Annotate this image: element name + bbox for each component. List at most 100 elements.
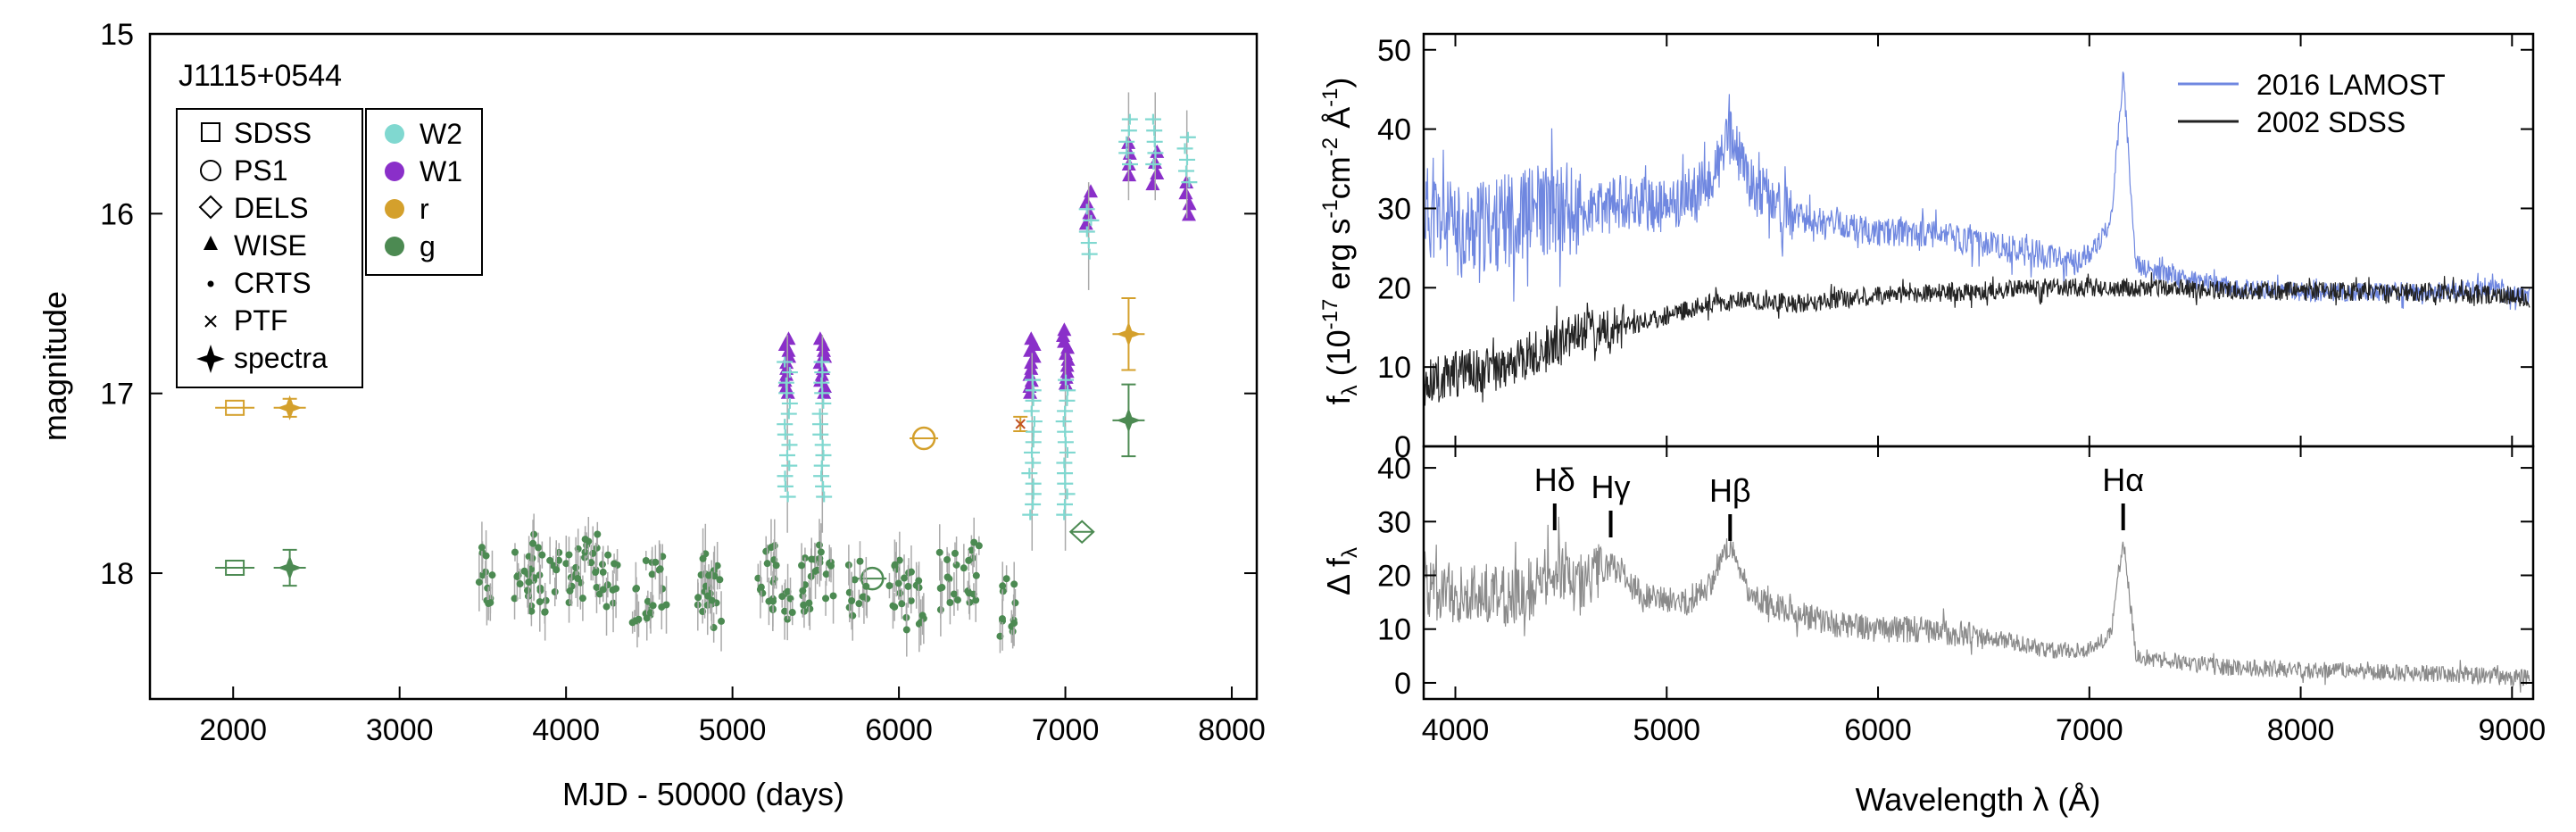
data-point-crts bbox=[759, 589, 767, 597]
data-point-crts bbox=[485, 600, 493, 608]
data-point-crts bbox=[652, 558, 660, 566]
data-point-wise-w2 bbox=[1057, 426, 1074, 437]
legend-star-marker bbox=[196, 345, 225, 373]
data-point-cross bbox=[1015, 419, 1026, 429]
data-point-wise-w2 bbox=[777, 356, 794, 368]
data-point-wise-w2 bbox=[1147, 147, 1164, 159]
emission-line-label: Hβ bbox=[1709, 472, 1751, 509]
spectrum-ticks: 4000 5000 6000 7000 8000 9000 0 10 20 30 40 50 0 10 20… bbox=[1377, 34, 2546, 747]
data-point-crts bbox=[648, 570, 656, 578]
y-tick-label: 30 bbox=[1377, 192, 1411, 226]
data-point-crts bbox=[587, 559, 595, 567]
data-point-crts bbox=[538, 551, 546, 559]
x-tick-label: 8000 bbox=[2267, 713, 2335, 747]
data-point-crts bbox=[475, 578, 483, 587]
data-point-wise-w2 bbox=[1059, 446, 1076, 458]
data-point-crts bbox=[566, 587, 574, 595]
data-point-wise-w2 bbox=[1025, 395, 1042, 406]
data-point-crts bbox=[642, 557, 650, 565]
data-point-crts bbox=[822, 570, 830, 578]
x-tick-label: 5000 bbox=[1633, 713, 1700, 747]
data-point-wise-w2 bbox=[1026, 416, 1043, 428]
x-tick-label: 7000 bbox=[2056, 713, 2123, 747]
y-tick-label: 16 bbox=[100, 197, 134, 231]
data-point-crts bbox=[950, 590, 958, 598]
data-point-crts bbox=[972, 571, 980, 579]
data-point-crts bbox=[806, 605, 814, 613]
spectrum-x-axis-label: Wavelength λ (Å) bbox=[1856, 781, 2101, 818]
data-point-crts bbox=[708, 596, 716, 604]
legend-entry-dels: DELS bbox=[234, 192, 309, 224]
legend-entry-lamost: 2016 LAMOST bbox=[2256, 69, 2446, 101]
data-point-crts bbox=[896, 589, 904, 597]
legend-instruments: SDSS PS1 DELS WISE CRTS PTF spectra bbox=[176, 108, 363, 388]
legend-dot-marker bbox=[207, 280, 214, 287]
data-point-crts bbox=[938, 584, 946, 592]
data-point-wise-w2 bbox=[1056, 509, 1073, 520]
data-point-crts bbox=[643, 614, 651, 622]
data-point-crts bbox=[885, 582, 893, 590]
data-point-wise-w2 bbox=[1024, 374, 1041, 386]
data-point-crts bbox=[829, 592, 837, 600]
x-tick-label: 4000 bbox=[532, 713, 600, 747]
data-point-wise-w2 bbox=[1057, 468, 1074, 479]
data-point-crts bbox=[844, 561, 852, 569]
data-point-crts bbox=[781, 607, 789, 615]
light-curve-frame bbox=[148, 32, 1259, 701]
data-point-wise-w2 bbox=[1146, 136, 1163, 147]
spectrum-line-1 bbox=[1423, 272, 2530, 406]
data-point-spectrum bbox=[277, 395, 303, 420]
data-point-crts bbox=[541, 608, 549, 616]
x-tick-label: 9000 bbox=[2479, 713, 2547, 747]
data-point-crts bbox=[952, 561, 960, 569]
data-point-crts bbox=[904, 582, 912, 590]
data-point-crts bbox=[511, 548, 519, 556]
data-point-wise-w2 bbox=[780, 408, 797, 420]
data-point-wise-w1 bbox=[1150, 144, 1165, 158]
data-point-wise-w1 bbox=[1079, 195, 1094, 209]
legend-entry-ptf: PTF bbox=[234, 304, 287, 337]
data-point-wise-w2 bbox=[815, 397, 832, 409]
data-point-crts bbox=[799, 587, 807, 595]
spectrum-line-2 bbox=[1423, 516, 2530, 693]
data-point-crts bbox=[800, 607, 808, 615]
data-point-crts bbox=[511, 595, 519, 603]
data-point-wise-w2 bbox=[1058, 374, 1075, 386]
emission-line-label: Hδ bbox=[1534, 462, 1575, 498]
data-point-crts bbox=[656, 565, 664, 573]
legend-bands: W2 W1 r g bbox=[365, 108, 483, 276]
y-tick-label: 40 bbox=[1377, 452, 1411, 486]
data-point-wise-w2 bbox=[1025, 478, 1042, 489]
data-point-wise-w2 bbox=[777, 419, 794, 430]
data-point-crts bbox=[524, 570, 532, 578]
spectrum-panel: 4000 5000 6000 7000 8000 9000 0 10 20 30 40 50 0 10 20… bbox=[1318, 32, 2546, 818]
data-point-crts bbox=[943, 555, 951, 563]
data-point-crts bbox=[598, 561, 606, 569]
data-point-wise-w1 bbox=[1059, 364, 1075, 379]
legend-w2-swatch bbox=[385, 124, 404, 144]
data-point-wise-w1 bbox=[817, 379, 832, 393]
data-point-crts bbox=[998, 615, 1006, 623]
data-point-wise-w2 bbox=[1025, 498, 1042, 510]
legend-entry-w1: W1 bbox=[420, 155, 462, 187]
data-point-wise-w2 bbox=[1025, 437, 1042, 448]
data-point-wise-w2 bbox=[814, 367, 831, 379]
data-point-crts bbox=[530, 530, 538, 538]
data-point-crts bbox=[1010, 619, 1018, 627]
data-point-crts bbox=[784, 587, 792, 595]
data-point-crts bbox=[662, 601, 670, 609]
data-point-wise-w2 bbox=[1121, 158, 1138, 170]
data-point-wise-w2 bbox=[1022, 509, 1039, 520]
data-point-crts bbox=[592, 569, 600, 577]
data-point-crts bbox=[710, 572, 719, 580]
legend-entry-wise: WISE bbox=[234, 229, 307, 262]
data-point-crts bbox=[891, 603, 899, 611]
data-point-wise-w2 bbox=[1056, 457, 1073, 469]
data-point-crts bbox=[898, 600, 906, 608]
data-point-crts bbox=[851, 576, 859, 584]
data-point-crts bbox=[718, 617, 726, 625]
data-point-crts bbox=[763, 560, 771, 568]
data-point-wise-w2 bbox=[778, 450, 795, 462]
data-point-crts bbox=[628, 619, 636, 627]
